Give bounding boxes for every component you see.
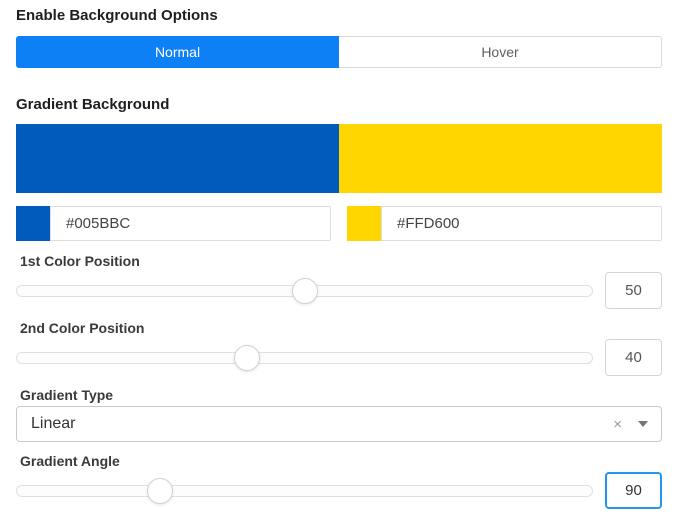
gradient-type-label: Gradient Type [20, 387, 114, 403]
first-color-hex-input[interactable] [50, 206, 331, 241]
gradient-angle-input[interactable] [605, 472, 662, 509]
first-color-position-input[interactable] [605, 272, 662, 309]
first-color-swatch[interactable] [16, 206, 50, 241]
second-color-position-input[interactable] [605, 339, 662, 376]
chevron-down-icon[interactable] [638, 421, 648, 427]
slider-thumb[interactable] [291, 277, 318, 304]
slider-track[interactable] [16, 484, 593, 497]
first-color-position-row [16, 272, 662, 309]
second-color-position-label: 2nd Color Position [20, 320, 145, 336]
gradient-background-title: Gradient Background [16, 96, 170, 113]
enable-background-options-title: Enable Background Options [16, 7, 218, 24]
first-color-group [16, 206, 331, 241]
second-color-position-row [16, 339, 662, 376]
tab-hover[interactable]: Hover [339, 36, 662, 68]
tab-normal-label: Normal [154, 44, 201, 60]
gradient-type-select[interactable]: Linear × [16, 406, 662, 442]
state-tab-group: Normal Hover [16, 36, 662, 68]
second-color-swatch[interactable] [347, 206, 381, 241]
gradient-angle-label: Gradient Angle [20, 453, 120, 469]
gradient-type-value: Linear [31, 415, 76, 432]
first-color-position-label: 1st Color Position [20, 253, 140, 269]
tab-normal[interactable]: Normal [16, 36, 339, 68]
gradient-preview [16, 124, 662, 193]
tab-hover-label: Hover [481, 44, 519, 60]
first-color-position-slider[interactable] [16, 272, 593, 309]
clear-icon[interactable]: × [613, 415, 622, 433]
gradient-angle-row [16, 472, 662, 509]
second-color-hex-input[interactable] [381, 206, 662, 241]
gradient-color-row [16, 206, 662, 241]
slider-thumb[interactable] [147, 477, 174, 504]
gradient-angle-slider[interactable] [16, 472, 593, 509]
slider-thumb[interactable] [233, 344, 260, 371]
slider-track[interactable] [16, 351, 593, 364]
second-color-position-slider[interactable] [16, 339, 593, 376]
second-color-group [347, 206, 662, 241]
